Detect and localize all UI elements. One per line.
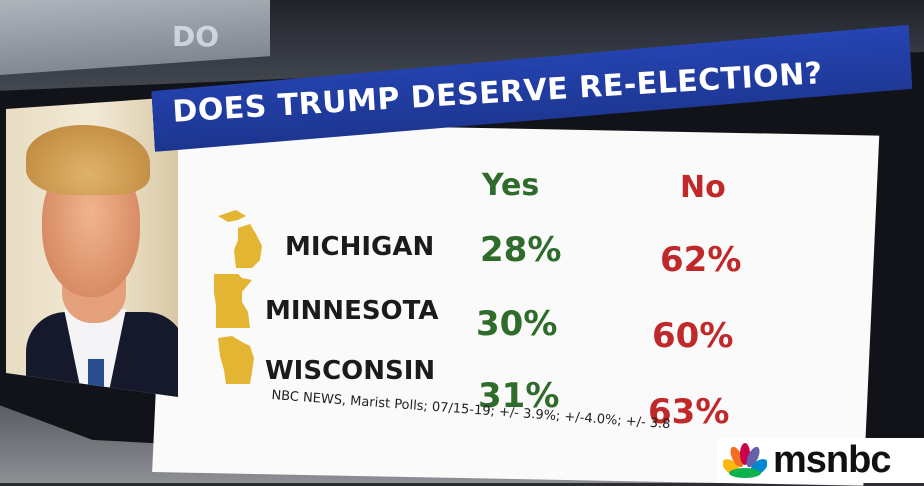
yes-value-wisconsin: 31% — [478, 376, 560, 416]
msnbc-logo: msnbc — [717, 438, 924, 483]
yes-value-michigan: 28% — [480, 230, 562, 270]
portrait-hair — [26, 125, 150, 195]
background-sign-text: DO — [172, 20, 220, 53]
state-label-michigan: MICHIGAN — [285, 232, 435, 262]
no-value-minnesota: 60% — [652, 316, 734, 356]
yes-value-minnesota: 30% — [476, 304, 558, 344]
peacock-icon — [723, 442, 767, 478]
no-column-header: No — [680, 170, 726, 205]
wisconsin-shape-icon — [218, 336, 254, 384]
state-label-wisconsin: WISCONSIN — [265, 356, 436, 386]
minnesota-shape-icon — [214, 274, 252, 328]
michigan-shape-icon — [218, 210, 262, 268]
no-value-michigan: 62% — [660, 240, 742, 280]
yes-column-header: Yes — [482, 168, 540, 203]
trump-portrait — [6, 97, 178, 397]
logo-wordmark: msnbc — [773, 439, 891, 481]
no-value-wisconsin: 63% — [648, 392, 730, 432]
state-label-minnesota: MINNESOTA — [265, 296, 439, 326]
